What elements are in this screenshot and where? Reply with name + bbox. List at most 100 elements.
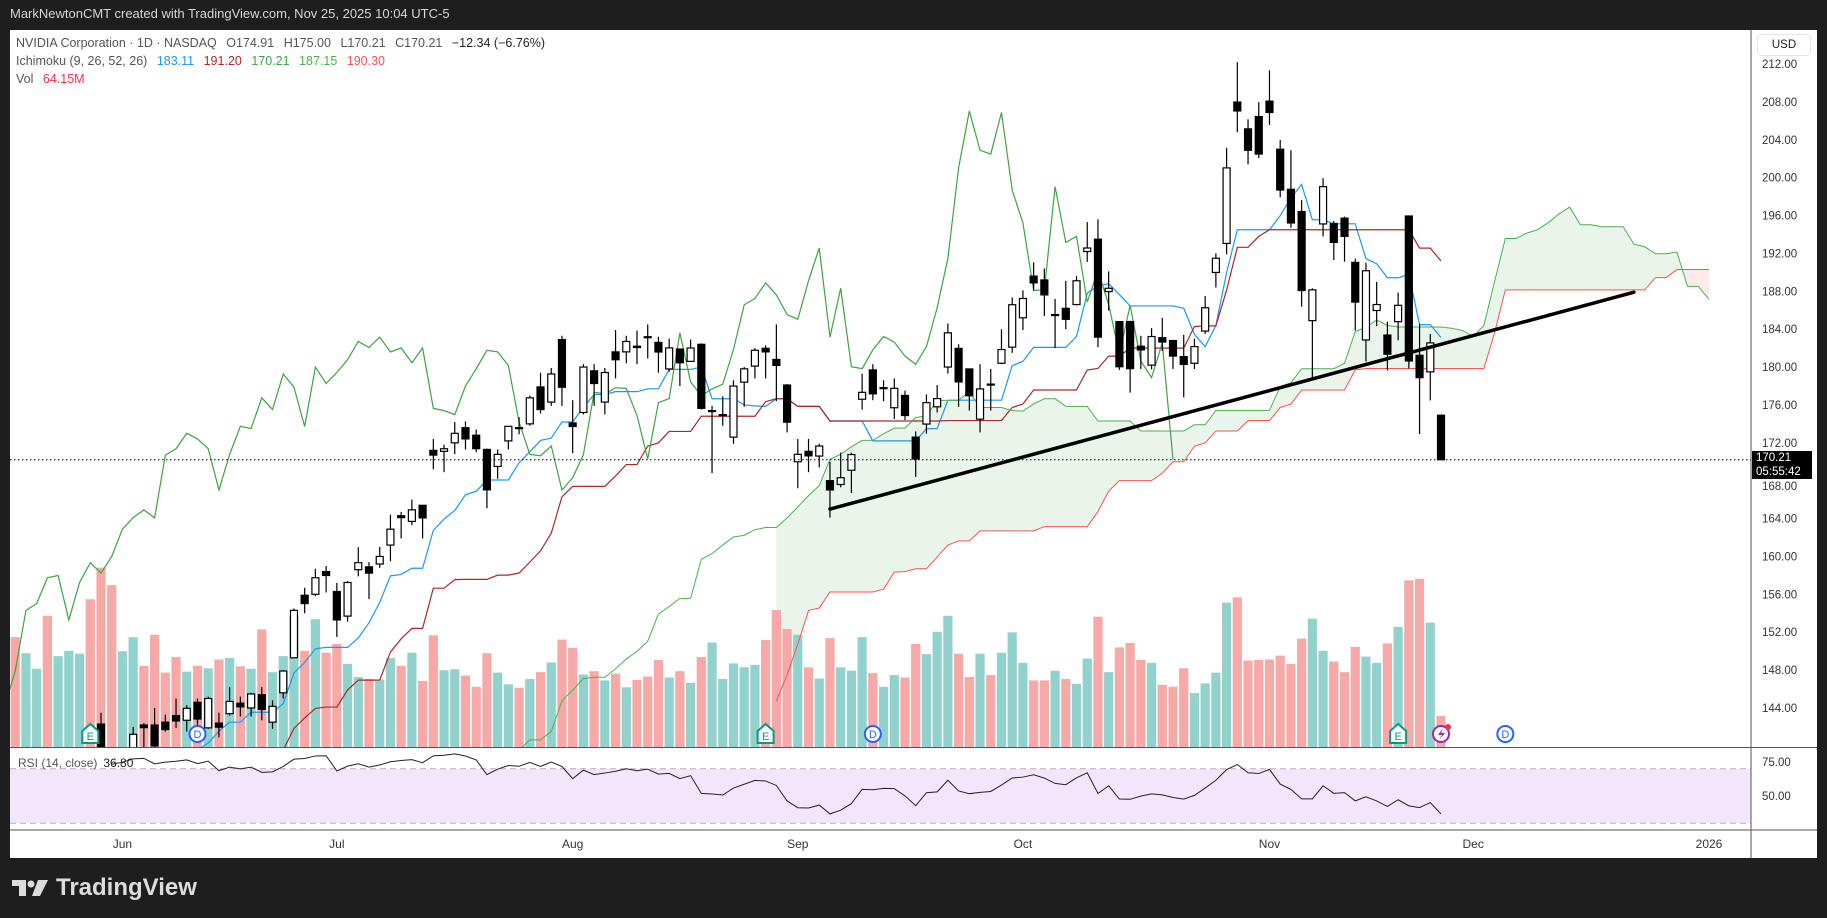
chikou-value: 170.21	[251, 54, 290, 68]
candle-body	[55, 750, 62, 751]
candle-body	[386, 528, 395, 546]
volume-bar	[921, 654, 932, 747]
candle-body	[1168, 339, 1178, 357]
candle-body	[225, 700, 234, 715]
volume-bar	[1136, 660, 1146, 747]
price-tick-label: 172.00	[1762, 438, 1797, 450]
candle-body	[1383, 334, 1392, 355]
volume-legend[interactable]: Vol 64.15M	[16, 72, 91, 86]
volume-bar	[1179, 668, 1189, 747]
ichimoku-lines	[10, 110, 1710, 747]
volume-bar	[1286, 663, 1296, 747]
cloud-segment	[1548, 213, 1559, 290]
volume-bar	[1050, 670, 1060, 747]
candle-body	[782, 384, 792, 423]
symbol-title: NVIDIA Corporation · 1D · NASDAQ	[16, 36, 217, 50]
cloud-segment	[1012, 410, 1023, 531]
earnings-icon[interactable]	[756, 722, 775, 744]
volume-bar	[803, 667, 814, 747]
volume-bar	[632, 679, 642, 747]
rsi-value: 36.80	[103, 756, 134, 770]
cloud-segment	[1248, 410, 1259, 421]
dividend-icon[interactable]	[1496, 725, 1515, 743]
volume-bar	[21, 653, 31, 747]
cloud-segment	[1055, 398, 1066, 527]
candle-body	[214, 722, 224, 728]
candle-body	[600, 371, 609, 403]
cloud-segment	[1698, 269, 1709, 300]
cloud-segment	[1022, 403, 1034, 531]
candle-body	[1147, 335, 1156, 366]
cloud-segment	[1108, 421, 1120, 492]
cloud-segment	[1601, 226, 1613, 290]
span-b-line	[775, 269, 1709, 702]
cloud-segment	[1033, 398, 1045, 531]
volume-label: Vol	[16, 72, 34, 86]
price-tick-label: 160.00	[1762, 551, 1797, 563]
ichimoku-legend[interactable]: Ichimoku (9, 26, 52, 26) 183.11 191.20 1…	[16, 54, 391, 68]
symbol-legend[interactable]: NVIDIA Corporation · 1D · NASDAQ O174.91…	[16, 36, 551, 50]
volume-bar	[321, 652, 331, 747]
volume-bar	[996, 652, 1007, 747]
candle-body	[354, 562, 363, 571]
dividend-icon[interactable]	[863, 725, 882, 743]
ohlc-open: O174.91	[226, 36, 275, 50]
earnings-icon[interactable]	[81, 722, 100, 744]
time-tick-label: Jun	[113, 837, 132, 851]
volume-bar	[117, 651, 128, 747]
volume-bar	[943, 615, 953, 747]
candle-body	[1126, 320, 1135, 370]
rsi-tick-label: 50.00	[1762, 791, 1791, 803]
candle-body	[418, 504, 427, 519]
candle-body	[1072, 280, 1081, 306]
candle-body	[1190, 345, 1199, 364]
cloud-segment	[1130, 421, 1141, 481]
candle-body	[815, 445, 824, 457]
candle-body	[1050, 313, 1060, 317]
cloud-segment	[1140, 430, 1152, 481]
cloud-segment	[1633, 244, 1645, 290]
dividend-icon-label: D	[1501, 729, 1509, 741]
volume-bar	[1029, 680, 1039, 747]
candle-body	[236, 702, 245, 708]
earnings-icon[interactable]	[1389, 722, 1408, 744]
candle-body	[900, 394, 910, 417]
candle-body	[246, 693, 256, 709]
rsi-legend[interactable]: RSI (14, close) 36.80	[18, 756, 133, 770]
volume-bar	[396, 665, 406, 747]
candle-body	[311, 577, 320, 595]
cloud-segment	[1162, 430, 1173, 474]
dividend-icon-label: D	[194, 729, 202, 741]
volume-bar	[450, 669, 460, 747]
volume-bar	[1007, 632, 1017, 747]
volume-bar	[1082, 658, 1092, 747]
candle-body	[161, 721, 170, 731]
cloud-segment	[1087, 406, 1098, 527]
cloud-segment	[1644, 246, 1656, 290]
price-tick-label: 196.00	[1762, 211, 1797, 223]
volume-bar	[1414, 578, 1425, 747]
candle-body	[729, 385, 738, 438]
candle-body	[1297, 210, 1306, 292]
candle-body	[547, 373, 556, 403]
tradingview-logo[interactable]: TradingView	[12, 874, 197, 902]
volume-bar	[1329, 661, 1339, 747]
cloud-segment	[1205, 410, 1216, 443]
volume-bar	[900, 677, 910, 747]
candle-body	[1018, 297, 1028, 319]
volume-bar	[107, 585, 117, 747]
ohlc-low: L170.21	[340, 36, 386, 50]
candle-body	[1340, 217, 1349, 237]
dividend-icon[interactable]	[188, 725, 207, 743]
cloud-segment	[1441, 327, 1452, 369]
candle-body	[654, 341, 663, 353]
candle-body	[279, 670, 288, 694]
span-a-value: 187.15	[299, 54, 338, 68]
event-markers[interactable]: E E ED D D	[81, 722, 1515, 744]
candle-body	[1361, 270, 1371, 341]
price-change: −12.34 (−6.76%)	[451, 36, 545, 50]
cloud-segment	[1505, 238, 1517, 290]
currency-button[interactable]: USD	[1757, 34, 1811, 56]
candle-body	[740, 368, 749, 383]
